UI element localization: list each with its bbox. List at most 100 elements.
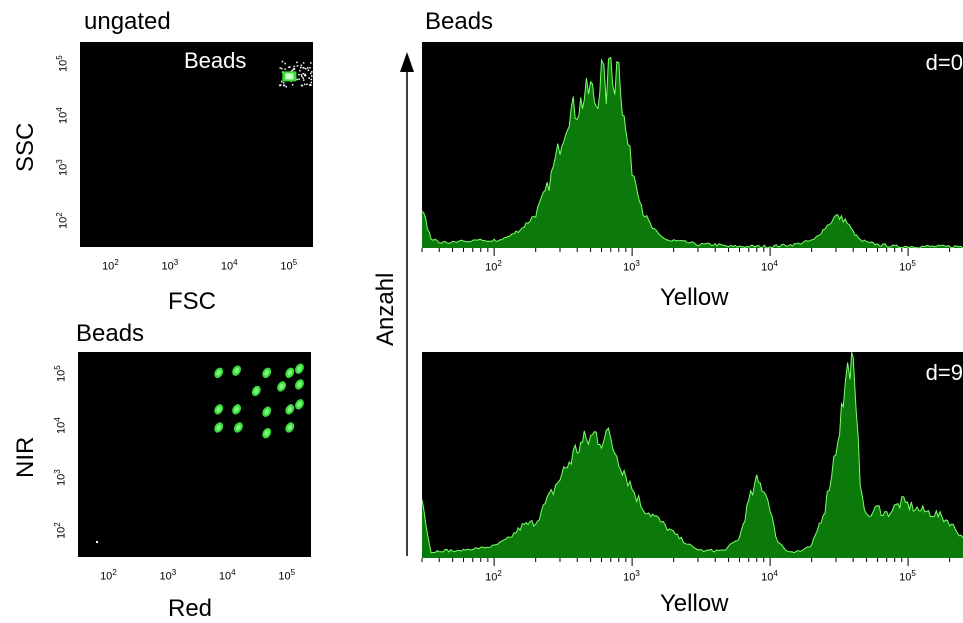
scatter-point <box>301 84 304 87</box>
scatter-point <box>311 71 313 73</box>
scatter-point <box>282 82 285 84</box>
ungated-title: ungated <box>84 8 171 35</box>
histogram-d0-plot: d=0 <box>421 42 963 249</box>
ssc-axis-label: SSC <box>12 122 39 172</box>
bead-cluster-core <box>264 430 270 436</box>
scatter-point <box>304 74 307 77</box>
bead-cluster-core <box>264 408 270 415</box>
bead-cluster-core <box>234 406 239 413</box>
scatter-point <box>281 67 283 70</box>
beads-x-tick-label: 105 <box>278 568 296 583</box>
beads-gate-label: Beads <box>184 48 247 73</box>
bead-cluster-core <box>297 381 302 388</box>
scatter-point <box>310 78 313 81</box>
histogram-title: Beads <box>425 8 494 35</box>
histogram-line <box>421 352 963 554</box>
bead-cluster-core <box>287 370 293 376</box>
scatter-point <box>282 84 285 87</box>
scatter-point <box>288 66 291 68</box>
histogram-d0-svg <box>421 56 963 249</box>
scatter-point <box>285 85 288 88</box>
histogram-area <box>422 352 963 558</box>
histogram-d9-plot: d=9 <box>421 352 963 558</box>
scatter-point <box>300 64 303 67</box>
bead-cluster-core <box>236 424 241 431</box>
beads-y-tick-label: 103 <box>53 469 68 487</box>
ungated-x-tick-label: 103 <box>161 258 179 273</box>
scatter-point <box>293 68 296 70</box>
scatter-point <box>302 79 305 81</box>
scatter-point <box>309 72 312 75</box>
beads-scatter-plot <box>78 352 311 557</box>
scatter-point <box>300 66 302 69</box>
bead-cluster-core <box>216 406 222 413</box>
scatter-point <box>300 74 303 76</box>
hist-bottom-x-tick-label: 105 <box>899 569 916 584</box>
hist-bottom-x-tick-label: 102 <box>485 569 502 584</box>
bead-cluster-core <box>264 370 270 376</box>
scatter-point <box>309 66 311 69</box>
scatter-point <box>302 77 304 79</box>
scatter-point <box>302 66 305 69</box>
scatter-point <box>311 75 313 77</box>
anzahl-axis-label: Anzahl <box>372 272 399 346</box>
scatter-point <box>283 84 286 87</box>
beads-gate-core <box>285 73 294 80</box>
scatter-point <box>279 67 282 69</box>
scatter-point <box>301 75 303 78</box>
hist-top-x-tick-label: 104 <box>761 259 778 274</box>
scatter-point <box>280 80 283 83</box>
beads-x-tick-label: 104 <box>218 568 236 583</box>
beads-x-tick-label: 102 <box>100 568 117 583</box>
x-axis-ticks <box>421 248 951 256</box>
scatter-point <box>306 83 308 86</box>
histogram-d9-svg <box>421 352 963 558</box>
beads-y-tick-label: 104 <box>53 417 68 435</box>
histogram-area <box>422 57 963 248</box>
x-axis-ticks <box>421 558 951 566</box>
scatter-point <box>307 69 310 71</box>
ungated-x-tick-label: 104 <box>220 258 238 273</box>
scatter-point <box>310 81 313 84</box>
ungated-x-tick-label: 102 <box>102 258 119 273</box>
scatter-point <box>310 84 312 86</box>
scatter-point <box>303 74 306 77</box>
ungated-y-tick-label: 102 <box>55 211 70 229</box>
scatter-point <box>296 78 298 81</box>
scatter-point <box>296 65 299 67</box>
scatter-point <box>96 541 98 543</box>
beads-scatter-title: Beads <box>76 320 145 347</box>
ungated-y-tick-label: 105 <box>55 55 70 72</box>
fsc-axis-label: FSC <box>168 288 216 315</box>
beads-y-tick-label: 102 <box>53 521 68 539</box>
bead-cluster-core <box>287 424 293 431</box>
scatter-point <box>281 60 284 63</box>
scatter-point <box>306 67 309 69</box>
d9-label: d=9 <box>925 360 963 385</box>
ungated-plot: Beads <box>80 42 315 247</box>
yellow-axis-label-bottom: Yellow <box>660 590 729 617</box>
bead-cluster-core <box>297 365 302 372</box>
scatter-point <box>302 62 305 64</box>
hist-top-x-tick-label: 103 <box>623 259 640 274</box>
scatter-point <box>302 72 304 75</box>
ungated-y-tick-label: 103 <box>55 159 70 177</box>
bead-cluster-core <box>216 424 222 431</box>
ungated-y-tick-label: 104 <box>55 107 70 125</box>
nir-axis-label: NIR <box>12 436 39 478</box>
scatter-point <box>305 67 307 70</box>
scatter-point <box>300 84 303 87</box>
bead-cluster-core <box>253 388 259 394</box>
bead-cluster-core <box>216 370 222 376</box>
scatter-point <box>279 84 282 86</box>
yellow-axis-label-top: Yellow <box>660 284 729 311</box>
scatter-point <box>291 69 294 72</box>
beads-y-tick-label: 105 <box>53 365 68 382</box>
scatter-point <box>284 62 286 65</box>
scatter-point <box>308 77 310 79</box>
scatter-point <box>304 73 306 76</box>
scatter-point <box>288 66 290 69</box>
scatter-point <box>291 84 294 86</box>
ungated-scatter-svg <box>279 60 315 88</box>
d0-label: d=0 <box>925 50 963 75</box>
